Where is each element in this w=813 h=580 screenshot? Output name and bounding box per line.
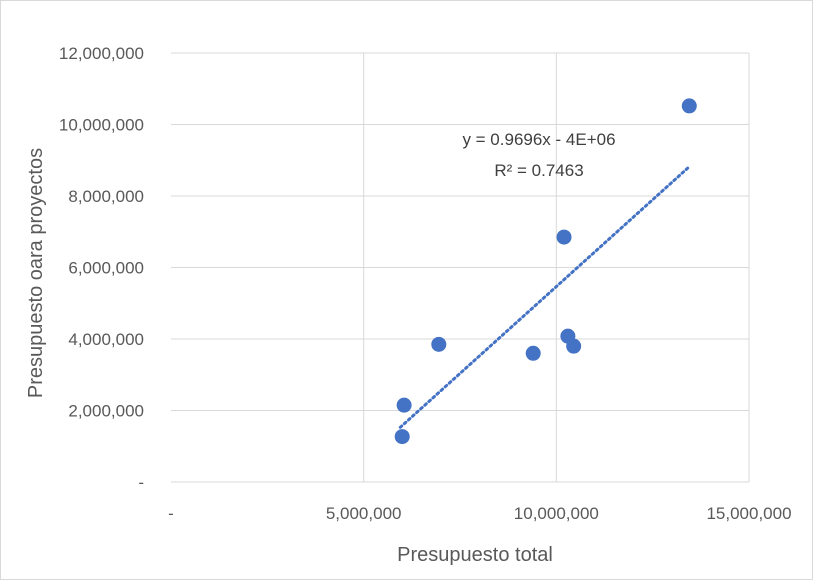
y-tick-labels: - 2,000,000 4,000,000 6,000,000 8,000,000 10,…: [59, 44, 144, 492]
y-tick-label-3: 6,000,000: [68, 259, 144, 278]
x-tick-label-0: -: [168, 504, 174, 523]
x-axis-title: Presupuesto total: [397, 544, 553, 566]
data-point-3: [525, 345, 541, 361]
trendline-group: [398, 165, 691, 429]
x-tick-label-3: 15,000,000: [706, 504, 791, 523]
data-point-1: [396, 397, 412, 413]
y-tick-label-0: -: [138, 473, 144, 492]
x-tick-labels: - 5,000,000 10,000,000 15,000,000: [168, 504, 791, 523]
trendline-r-squared: R² = 0.7463: [494, 161, 583, 180]
data-point-6: [566, 338, 582, 354]
x-tick-label-2: 10,000,000: [514, 504, 599, 523]
y-axis-title: Presupuesto oara proyectos: [25, 148, 47, 398]
data-points: [394, 98, 697, 445]
y-tick-label-4: 8,000,000: [68, 187, 144, 206]
trendline: [398, 165, 691, 429]
y-tick-label-2: 4,000,000: [68, 330, 144, 349]
data-point-2: [431, 336, 447, 352]
data-point-4: [556, 229, 572, 245]
y-tick-label-1: 2,000,000: [68, 402, 144, 421]
data-point-0: [394, 429, 410, 445]
data-point-7: [681, 98, 697, 114]
y-tick-label-5: 10,000,000: [59, 116, 144, 135]
gridlines: [171, 52, 750, 483]
y-tick-label-6: 12,000,000: [59, 44, 144, 63]
trendline-equation: y = 0.9696x - 4E+06: [462, 130, 615, 149]
x-tick-label-1: 5,000,000: [326, 504, 402, 523]
